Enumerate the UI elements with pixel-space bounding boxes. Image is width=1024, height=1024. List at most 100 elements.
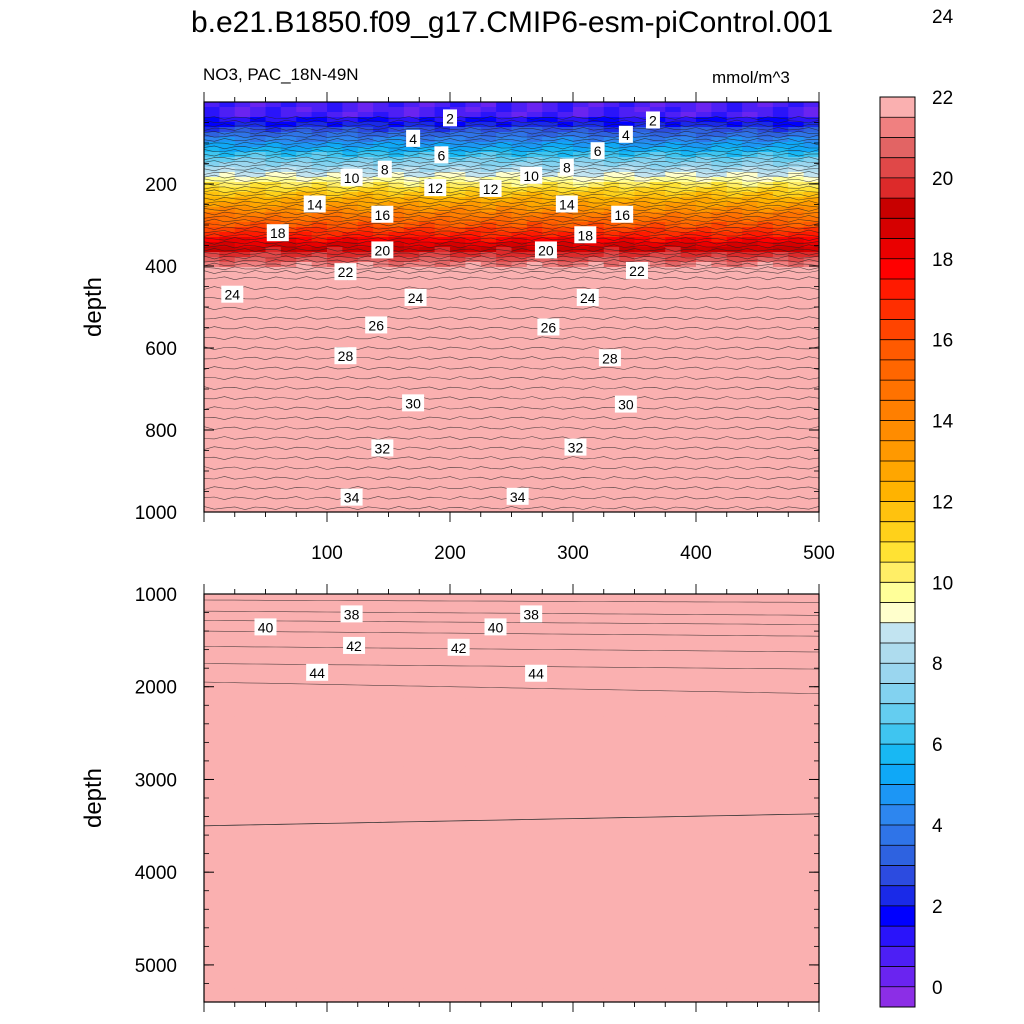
contour-cell <box>465 277 482 283</box>
contour-cell <box>573 112 589 118</box>
contour-cell <box>557 634 574 640</box>
contour-cell <box>634 302 651 308</box>
contour-cell <box>327 612 343 618</box>
contour-cell <box>588 652 605 659</box>
contour-cell <box>219 387 236 393</box>
contour-cell <box>219 743 236 749</box>
contour-cell <box>465 107 482 113</box>
contour-cell <box>726 675 743 681</box>
contour-cell <box>250 217 267 223</box>
contour-cell <box>357 362 374 368</box>
contour-cell <box>388 367 405 373</box>
contour-cell <box>788 352 805 358</box>
contour-line <box>203 476 820 480</box>
contour-cell <box>234 257 251 263</box>
contour-cell <box>311 657 328 663</box>
contour-cell <box>373 621 390 627</box>
contour-cell <box>619 332 636 338</box>
contour-cell <box>388 482 405 488</box>
contour-cell <box>265 680 282 686</box>
contour-cell <box>742 277 759 283</box>
contour-cell <box>219 482 236 488</box>
contour-cell <box>573 702 589 708</box>
contour-cell <box>649 432 666 438</box>
contour-cell <box>511 507 528 513</box>
contour-cell <box>265 242 282 248</box>
contour-cell <box>465 257 482 263</box>
contour-cell <box>388 427 405 433</box>
contour-cell <box>419 407 436 413</box>
contour-cell <box>496 711 513 717</box>
contour-cell <box>665 402 682 408</box>
contour-cell <box>742 477 759 483</box>
contour-cell <box>296 167 313 173</box>
contour-cell <box>603 307 620 313</box>
contour-cell <box>450 342 466 348</box>
contour-cell <box>511 639 528 645</box>
contour-cell <box>788 502 805 508</box>
contour-cell <box>711 502 728 508</box>
contour-cell <box>280 267 297 273</box>
contour-cell <box>588 342 605 348</box>
contour-cell <box>357 262 374 268</box>
contour-cell <box>311 377 328 383</box>
contour-cell <box>542 616 559 622</box>
contour-cell <box>280 643 297 649</box>
contour-cell <box>526 202 543 208</box>
contour-cell <box>219 367 236 373</box>
contour-line <box>203 233 820 238</box>
contour-cell <box>434 594 451 600</box>
contour-cell <box>649 739 666 745</box>
contour-cell <box>434 497 451 503</box>
contour-cell <box>680 492 697 498</box>
contour-cell <box>757 292 774 298</box>
contour-cell <box>680 657 697 663</box>
contour-cell <box>419 332 436 338</box>
contour-cell <box>219 492 236 498</box>
contour-cell <box>496 643 513 649</box>
contour-cell <box>726 472 743 478</box>
contour-cell <box>649 462 666 468</box>
contour-cell <box>588 507 605 513</box>
contour-cell <box>234 212 251 218</box>
contour-cell <box>250 137 267 143</box>
contour-cell <box>573 102 589 108</box>
contour-cell <box>757 693 774 699</box>
contour-cell <box>311 382 328 388</box>
contour-cell <box>342 702 359 708</box>
contour-cell <box>434 716 451 722</box>
contour-cell <box>450 752 466 758</box>
contour-cell <box>496 752 513 758</box>
contour-cell <box>726 367 743 373</box>
contour-cell <box>665 702 682 708</box>
contour-cell <box>357 212 374 218</box>
contour-cell <box>419 222 436 228</box>
contour-cell <box>511 462 528 468</box>
contour-cell <box>403 312 420 318</box>
contour-cell <box>234 142 251 148</box>
contour-cell <box>280 616 297 622</box>
contour-cell <box>434 698 451 704</box>
contour-cell <box>450 112 466 118</box>
contour-cell <box>742 720 759 727</box>
contour-cell <box>557 102 574 108</box>
contour-cell <box>803 698 820 704</box>
contour-cell <box>772 222 789 228</box>
contour-cell <box>757 427 774 433</box>
contour-cell <box>649 639 666 645</box>
contour-cell <box>619 716 636 722</box>
contour-cell <box>803 117 820 123</box>
contour-cell <box>634 639 651 645</box>
contour-cell <box>788 472 805 478</box>
contour-cell <box>588 492 605 498</box>
contour-cell <box>696 457 712 463</box>
contour-cell <box>465 272 482 278</box>
contour-cell <box>265 716 282 722</box>
contour-cell <box>357 432 374 438</box>
contour-cell <box>557 662 574 668</box>
contour-cell <box>711 337 728 343</box>
contour-cell <box>757 707 774 713</box>
contour-label-text: 32 <box>568 440 584 456</box>
contour-cell <box>250 227 267 233</box>
contour-cell <box>480 457 497 463</box>
